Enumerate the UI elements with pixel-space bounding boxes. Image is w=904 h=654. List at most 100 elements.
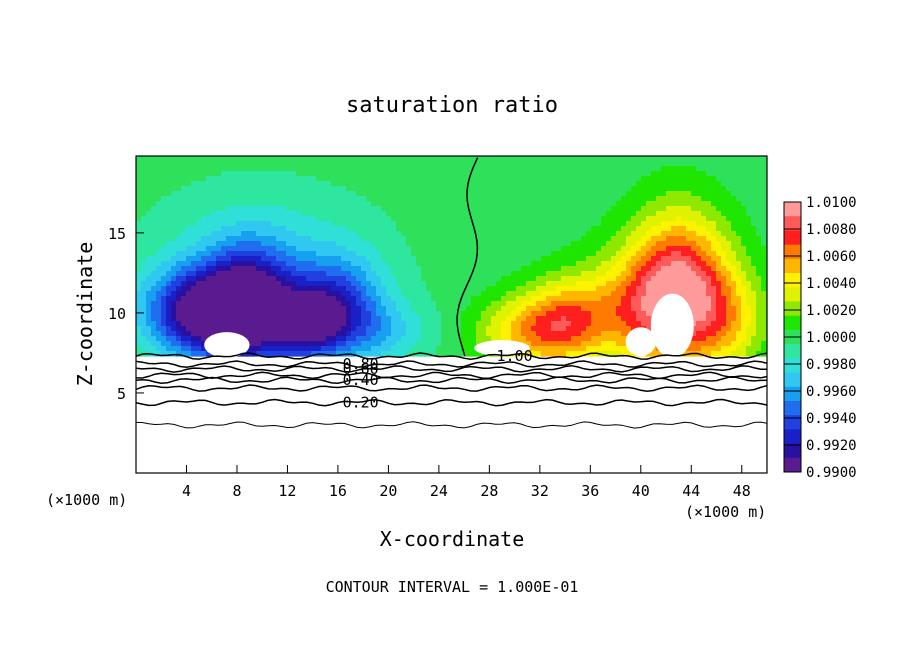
field-cell: [171, 251, 177, 257]
field-cell: [591, 311, 597, 317]
field-cell: [706, 286, 712, 292]
field-cell: [191, 271, 197, 277]
field-cell: [531, 206, 537, 212]
field-cell: [136, 161, 142, 167]
field-cell: [331, 171, 337, 177]
field-cell: [211, 186, 217, 192]
field-cell: [746, 346, 752, 352]
field-cell: [416, 186, 422, 192]
field-cell: [261, 261, 267, 267]
field-cell: [431, 211, 437, 217]
field-cell: [596, 236, 602, 242]
field-cell: [211, 261, 217, 267]
field-cell: [731, 161, 737, 167]
field-cell: [621, 266, 627, 272]
field-cell: [736, 191, 742, 197]
field-cell: [271, 191, 277, 197]
field-cell: [311, 336, 317, 342]
field-cell: [416, 256, 422, 262]
field-cell: [446, 166, 452, 172]
field-cell: [341, 171, 347, 177]
field-cell: [151, 261, 157, 267]
field-cell: [436, 251, 442, 257]
field-cell: [366, 351, 372, 357]
field-cell: [386, 156, 392, 162]
field-cell: [566, 251, 572, 257]
field-cell: [621, 226, 627, 232]
field-cell: [236, 176, 242, 182]
field-cell: [296, 156, 302, 162]
field-cell: [191, 166, 197, 172]
field-cell: [141, 201, 147, 207]
field-cell: [701, 166, 707, 172]
field-cell: [441, 206, 447, 212]
field-cell: [601, 166, 607, 172]
field-cell: [741, 221, 747, 227]
field-cell: [366, 251, 372, 257]
field-cell: [706, 166, 712, 172]
field-cell: [526, 236, 532, 242]
field-cell: [626, 211, 632, 217]
field-cell: [496, 186, 502, 192]
field-cell: [441, 246, 447, 252]
field-cell: [471, 166, 477, 172]
field-cell: [276, 331, 282, 337]
field-cell: [291, 296, 297, 302]
field-cell: [716, 261, 722, 267]
field-cell: [396, 156, 402, 162]
field-cell: [491, 241, 497, 247]
field-cell: [616, 261, 622, 267]
field-cell: [731, 351, 737, 357]
field-cell: [646, 281, 652, 287]
field-cell: [591, 161, 597, 167]
field-cell: [321, 316, 327, 322]
field-cell: [441, 261, 447, 267]
field-cell: [551, 191, 557, 197]
field-cell: [671, 261, 677, 267]
field-cell: [361, 221, 367, 227]
field-cell: [236, 231, 242, 237]
field-cell: [291, 276, 297, 282]
field-cell: [401, 191, 407, 197]
field-cell: [346, 231, 352, 237]
field-cell: [556, 201, 562, 207]
field-cell: [556, 321, 562, 327]
field-cell: [576, 271, 582, 277]
field-cell: [381, 276, 387, 282]
field-cell: [686, 256, 692, 262]
field-cell: [571, 316, 577, 322]
field-cell: [631, 186, 637, 192]
field-cell: [186, 201, 192, 207]
field-cell: [186, 186, 192, 192]
field-cell: [281, 261, 287, 267]
field-cell: [136, 266, 142, 272]
field-cell: [726, 226, 732, 232]
field-cell: [186, 286, 192, 292]
field-cell: [366, 166, 372, 172]
field-cell: [531, 191, 537, 197]
field-cell: [436, 286, 442, 292]
field-cell: [686, 246, 692, 252]
field-cell: [221, 176, 227, 182]
field-cell: [136, 281, 142, 287]
field-cell: [656, 246, 662, 252]
field-cell: [531, 266, 537, 272]
field-cell: [201, 261, 207, 267]
field-cell: [281, 196, 287, 202]
field-cell: [151, 256, 157, 262]
field-cell: [551, 156, 557, 162]
field-cell: [651, 231, 657, 237]
field-cell: [166, 236, 172, 242]
field-cell: [326, 311, 332, 317]
field-cell: [401, 181, 407, 187]
field-cell: [511, 316, 517, 322]
field-cell: [611, 326, 617, 332]
field-cell: [721, 236, 727, 242]
field-cell: [461, 311, 467, 317]
field-cell: [266, 291, 272, 297]
field-cell: [156, 256, 162, 262]
field-cell: [416, 336, 422, 342]
field-cell: [576, 196, 582, 202]
field-cell: [536, 236, 542, 242]
field-cell: [151, 311, 157, 317]
